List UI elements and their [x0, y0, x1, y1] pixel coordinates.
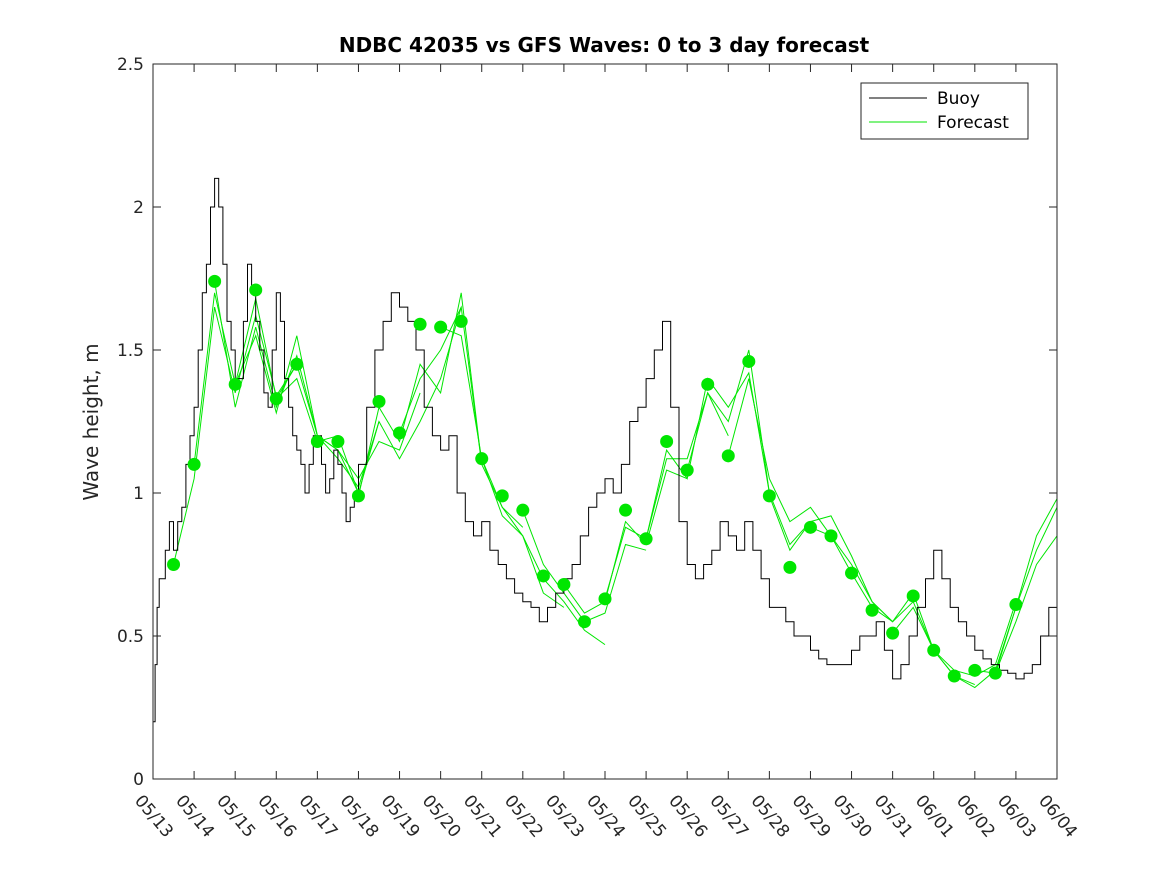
forecast-marker — [639, 532, 653, 546]
forecast-marker — [413, 317, 427, 331]
forecast-marker — [721, 449, 735, 463]
y-tick-label: 2 — [133, 198, 144, 218]
forecast-marker — [557, 578, 571, 592]
legend: Buoy Forecast — [860, 82, 1029, 140]
y-tick-label: 0.5 — [117, 627, 144, 647]
buoy-line — [153, 177, 1057, 723]
forecast-marker — [988, 666, 1002, 680]
forecast-line-22 — [994, 535, 1057, 674]
forecast-marker — [762, 489, 776, 503]
forecast-marker — [249, 283, 263, 297]
forecast-marker — [619, 503, 633, 517]
forecast-marker — [228, 377, 242, 391]
y-tick-label: 2.5 — [117, 55, 144, 75]
forecast-marker — [310, 435, 324, 449]
forecast-marker — [803, 520, 817, 534]
forecast-marker — [947, 669, 961, 683]
forecast-marker — [167, 558, 181, 571]
forecast-marker — [454, 314, 468, 328]
chart-title: NDBC 42035 vs GFS Waves: 0 to 3 day fore… — [339, 33, 870, 57]
legend-box — [860, 82, 1029, 140]
forecast-marker — [886, 626, 900, 640]
forecast-marker — [351, 489, 365, 503]
forecast-marker — [906, 589, 920, 603]
forecast-marker — [742, 354, 756, 368]
legend-buoy-label: Buoy — [937, 89, 980, 109]
y-tick-label: 1.5 — [117, 341, 144, 361]
forecast-marker — [577, 615, 591, 629]
forecast-marker — [516, 503, 530, 517]
forecast-marker — [701, 377, 715, 391]
plot-area — [153, 177, 1057, 723]
forecast-marker — [434, 320, 448, 334]
forecast-marker — [824, 529, 838, 543]
y-tick-label: 1 — [133, 484, 144, 504]
forecast-marker — [393, 426, 407, 440]
forecast-marker — [187, 457, 201, 471]
y-axis-label: Wave height, m — [79, 343, 103, 500]
forecast-line-14 — [686, 349, 811, 546]
forecast-marker — [1009, 598, 1023, 612]
forecast-marker — [475, 452, 489, 466]
forecast-marker — [290, 357, 304, 371]
forecast-marker — [865, 603, 879, 617]
forecast-marker — [331, 435, 345, 449]
forecast-marker — [660, 435, 674, 449]
y-tick-label: 0 — [133, 770, 144, 790]
forecast-line-11 — [563, 469, 688, 614]
forecast-marker — [968, 663, 982, 677]
forecast-marker — [269, 392, 283, 406]
forecast-marker — [536, 569, 550, 583]
forecast-marker — [495, 489, 509, 503]
forecast-marker — [208, 274, 222, 288]
forecast-marker — [372, 394, 386, 408]
forecast-line-8 — [440, 326, 565, 608]
forecast-marker — [845, 566, 859, 580]
forecast-marker — [927, 643, 941, 657]
forecast-marker — [680, 463, 694, 477]
plot-series-group — [153, 177, 1057, 723]
forecast-marker — [783, 560, 797, 574]
forecast-marker — [598, 592, 612, 606]
legend-forecast-label: Forecast — [937, 113, 1009, 133]
